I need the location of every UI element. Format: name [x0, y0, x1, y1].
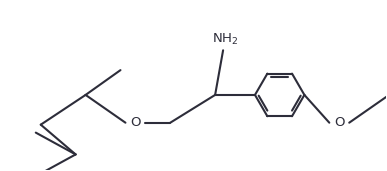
Text: O: O — [334, 116, 344, 129]
Text: NH$_2$: NH$_2$ — [212, 32, 238, 47]
Text: O: O — [130, 116, 140, 129]
